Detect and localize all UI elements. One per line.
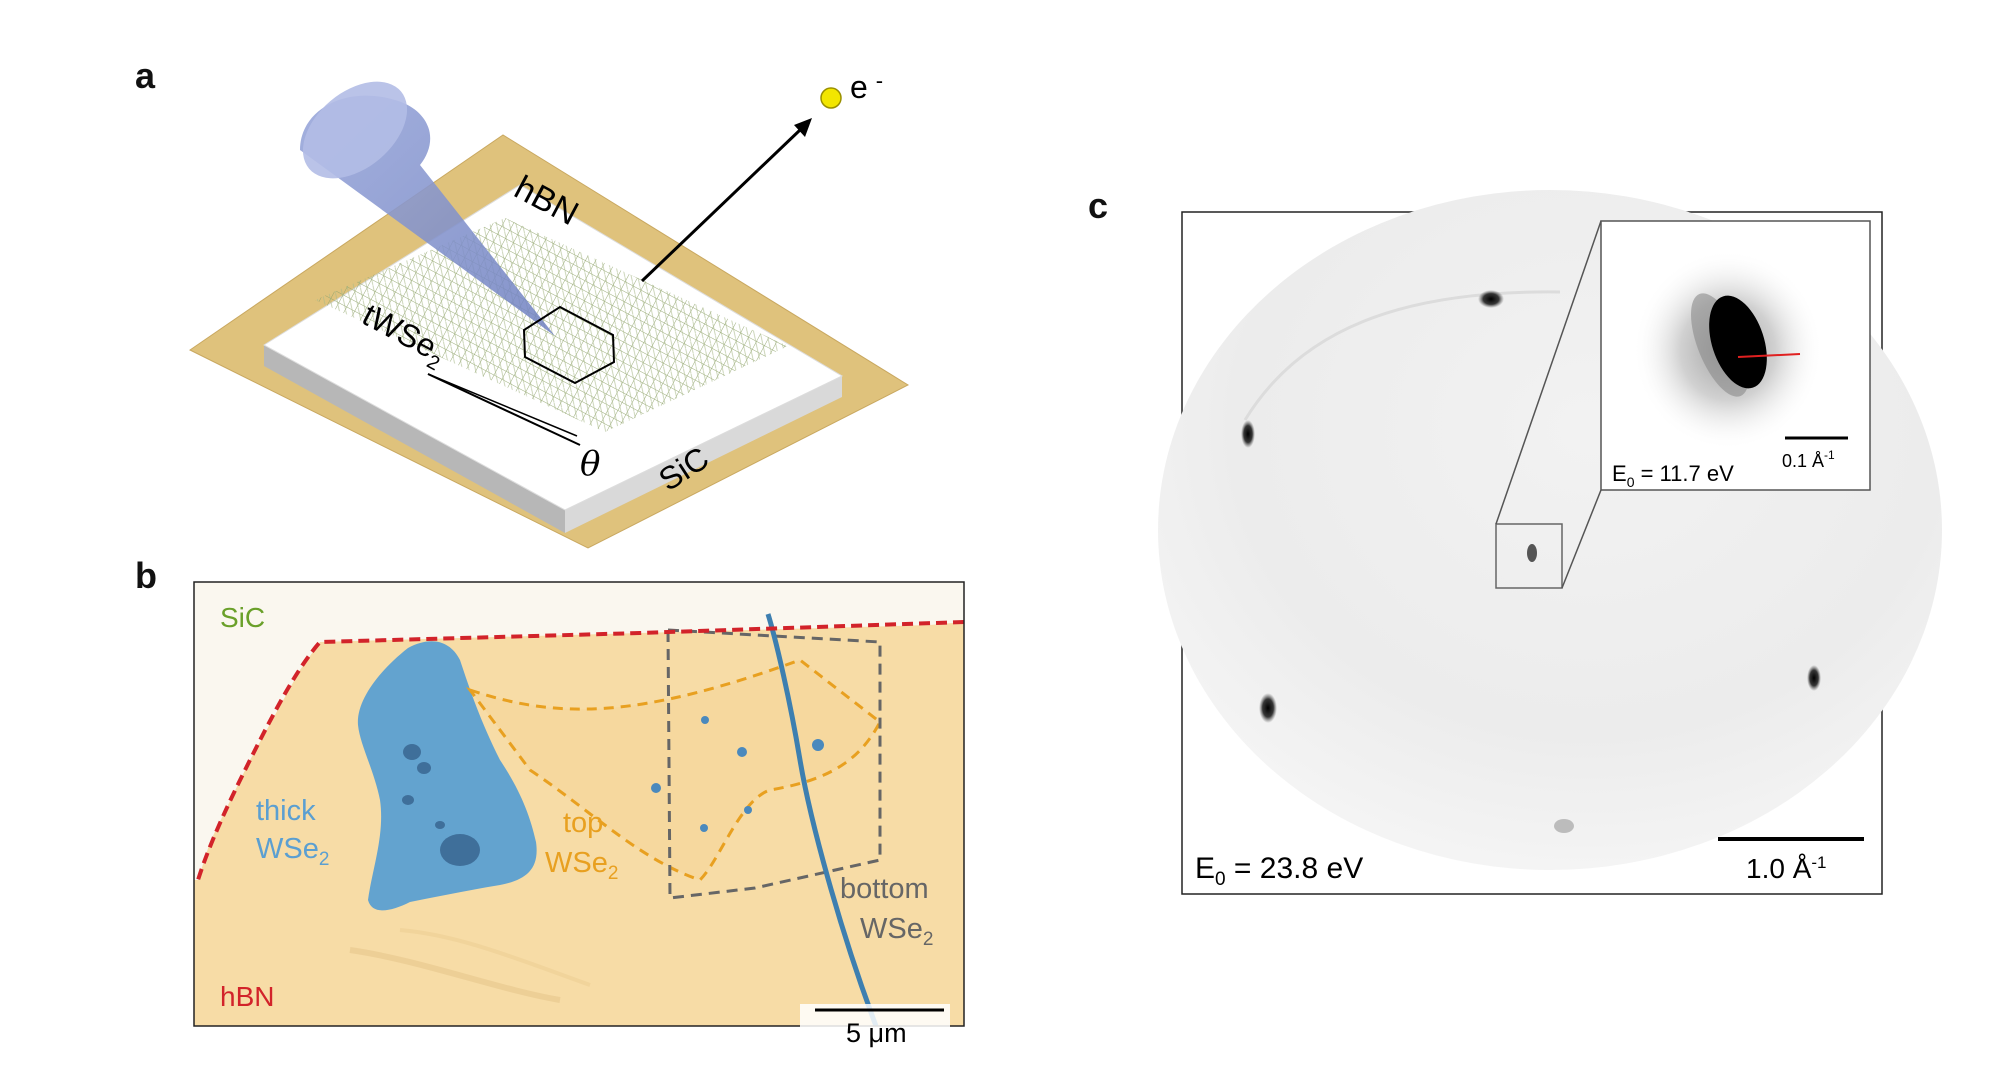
thick-wse2-flake <box>357 641 537 911</box>
sic-region <box>194 582 964 880</box>
label-top: top <box>563 807 603 839</box>
label-sic-b: SiC <box>220 602 265 633</box>
zoom-line-bottom <box>1561 489 1602 589</box>
diffraction-spot <box>1259 693 1277 723</box>
panel-c-leed: 0.1 Å-1 E0 = 11.7 eV 1.0 Å-1 E0 = 23.8 e… <box>1158 190 1942 895</box>
bottom-wse2-outline <box>666 628 882 900</box>
diffraction-spot <box>1478 290 1504 308</box>
scale-bar-box-b <box>800 1004 950 1050</box>
panel-a-letter: a <box>135 55 156 96</box>
label-thick: thick <box>256 795 316 827</box>
label-thick-wse2: WSe2 <box>256 833 329 870</box>
label-bottom: bottom <box>840 873 929 905</box>
inset-spot <box>1709 295 1767 389</box>
label-bottom-wse2: WSe2 <box>860 913 933 950</box>
scale-label-b: 5 μm <box>846 1018 907 1048</box>
light-cone-top <box>302 81 408 179</box>
label-theta: θ <box>580 444 600 484</box>
scale-label-c: 1.0 Å-1 <box>1746 853 1827 884</box>
electron-dot <box>820 87 842 109</box>
hbn-slab-side-right <box>565 376 842 533</box>
panel-b-letter: b <box>135 555 157 596</box>
photoelectron-arrow <box>640 128 802 283</box>
theta-line-2 <box>427 373 578 437</box>
brillouin-hexagon <box>522 305 616 385</box>
panel-c-letter: c <box>1088 185 1109 226</box>
zoom-box <box>1495 523 1563 589</box>
hbn-boundary <box>196 620 964 881</box>
zoom-line-top <box>1495 220 1602 525</box>
inset-red-line <box>1737 353 1801 358</box>
inset-energy-label: E0 = 11.7 eV <box>1612 461 1734 490</box>
inset: 0.1 Å-1 E0 = 11.7 eV <box>1600 220 1871 491</box>
crack-line <box>765 613 879 1026</box>
top-wse2-outline <box>465 658 882 882</box>
label-top-wse2: WSe2 <box>545 847 618 884</box>
diffraction-spot <box>1241 420 1255 448</box>
diffraction-spot <box>1554 819 1574 833</box>
label-electron: e- <box>850 68 883 105</box>
theta-line-1 <box>427 373 581 446</box>
hbn-slab-side-left <box>264 345 565 533</box>
energy-label-c: E0 = 23.8 eV <box>1195 852 1363 890</box>
center-spot <box>1527 544 1537 562</box>
panel-b-micrograph: SiC hBN thick WSe2 top WSe2 bottom WSe2 … <box>193 581 965 1050</box>
twse2-lattice-second-layer <box>315 218 788 432</box>
panel-a-schematic: hBN tWSe2 θ SiC e- <box>189 68 910 549</box>
label-hbn-b: hBN <box>220 981 274 1012</box>
diffraction-spot <box>1807 665 1821 691</box>
arrow-head <box>794 118 812 137</box>
inset-scale-label: 0.1 Å-1 <box>1782 448 1835 471</box>
